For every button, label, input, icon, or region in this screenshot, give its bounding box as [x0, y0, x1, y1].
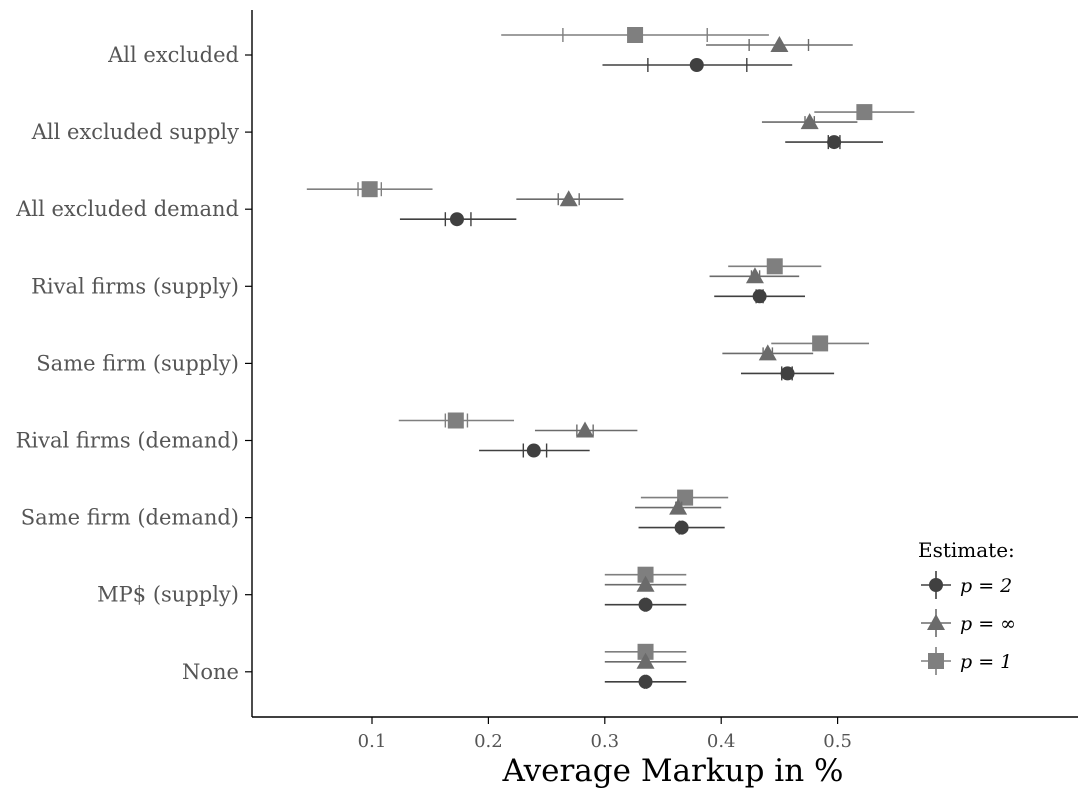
axes-layer: [251, 10, 1078, 718]
y-tick-label: Same firm (supply): [36, 351, 239, 375]
y-tick-label: MP$ (supply): [97, 583, 239, 607]
data-point: [770, 36, 789, 52]
x-tick-label: 0.4: [707, 731, 736, 752]
legend-key-marker: [927, 614, 945, 630]
data-point: [361, 181, 378, 198]
data-point: [780, 366, 795, 381]
data-point: [745, 267, 764, 284]
data-point: [627, 27, 644, 43]
legend-label: p = 2: [960, 575, 1012, 597]
data-point: [449, 212, 464, 227]
data-point: [638, 674, 653, 689]
data-point: [800, 113, 819, 130]
x-tick-labels: 0.1 0.2 0.3 0.4 0.5: [358, 717, 852, 752]
data-point: [526, 443, 541, 458]
data-point: [827, 135, 842, 150]
data-point: [689, 58, 704, 72]
y-tick-labels: All excluded All excluded supply All exclu…: [15, 43, 252, 684]
data-point: [766, 258, 783, 275]
data-point: [637, 566, 654, 583]
x-axis-title: Average Markup in %: [501, 753, 843, 789]
marks-layer: [306, 27, 915, 689]
data-point: [636, 652, 655, 669]
legend-key-marker: [928, 653, 944, 669]
data-point: [758, 344, 777, 361]
data-point: [447, 412, 464, 429]
data-point: [752, 289, 767, 304]
legend-label: p = ∞: [960, 613, 1016, 635]
data-point: [669, 498, 688, 515]
data-point: [636, 575, 655, 592]
y-tick-label: None: [182, 660, 239, 684]
data-point: [638, 597, 653, 612]
x-tick-label: 0.5: [823, 731, 852, 752]
data-point: [812, 335, 829, 352]
legend-label: p = 1: [960, 651, 1012, 673]
data-point: [637, 643, 654, 660]
x-tick-label: 0.2: [474, 731, 503, 752]
legend-title: Estimate:: [918, 538, 1015, 562]
data-point: [576, 421, 595, 438]
x-tick-label: 0.3: [590, 731, 619, 752]
y-tick-label: Rival firms (demand): [16, 429, 239, 453]
legend: Estimate: p = 2 p = ∞ p = 1: [918, 538, 1016, 675]
x-tick-label: 0.1: [358, 731, 387, 752]
y-tick-label: All excluded: [107, 43, 239, 67]
data-point: [559, 190, 578, 207]
data-point: [856, 104, 873, 121]
y-tick-label: All excluded demand: [15, 197, 239, 221]
y-tick-label: Same firm (demand): [21, 506, 239, 530]
data-point: [674, 520, 689, 535]
y-tick-label: All excluded supply: [31, 120, 239, 144]
y-tick-label: Rival firms (supply): [31, 274, 239, 298]
legend-key-marker: [929, 578, 943, 592]
